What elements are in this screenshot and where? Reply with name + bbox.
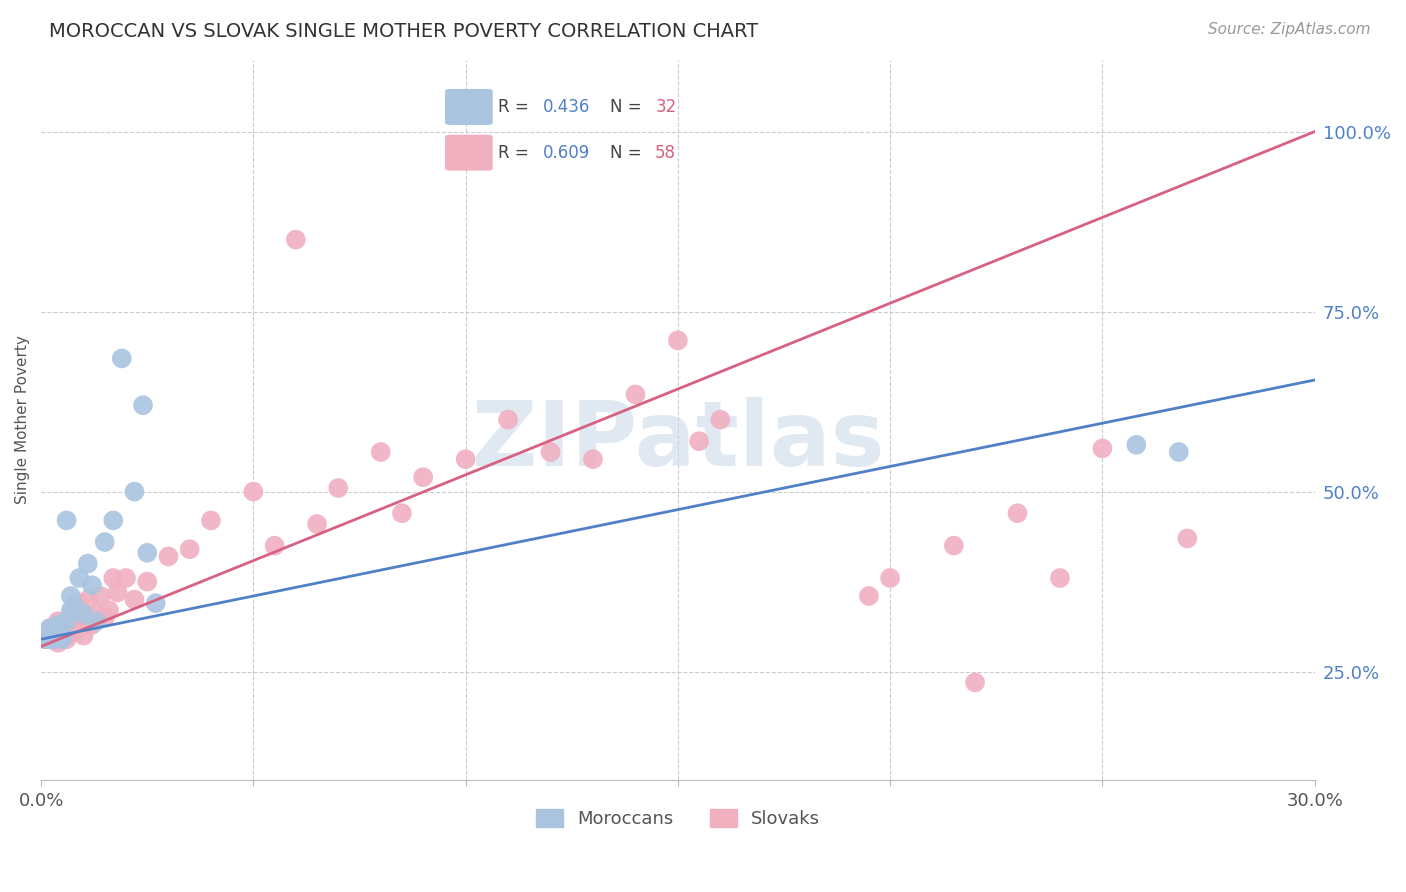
Point [80,617,103,632]
Point [46,629,69,643]
Point [124,484,146,499]
Point [76,557,98,571]
Point [46,625,69,640]
Point [38,632,60,647]
Point [98,603,121,617]
Point [242,484,264,499]
Point [38,632,60,647]
Point [63,617,86,632]
Point [124,592,146,607]
Point [1125,438,1147,452]
Point [84,614,107,628]
Point [46,636,69,650]
Point [454,452,477,467]
Point [63,625,86,640]
Point [76,592,98,607]
Point [103,513,125,527]
Point [67,621,90,635]
Point [496,412,519,426]
Point [179,542,201,557]
Point [666,334,689,348]
Point [34,629,56,643]
Point [858,589,880,603]
Point [115,571,138,585]
Point [200,513,222,527]
Point [42,629,65,643]
Point [67,571,90,585]
Point [59,607,82,621]
Point [263,539,285,553]
Point [1175,532,1198,546]
Y-axis label: Single Mother Poverty: Single Mother Poverty [15,335,30,504]
Point [582,452,605,467]
Point [34,632,56,647]
Point [305,516,328,531]
Point [391,506,413,520]
Point [55,513,77,527]
Point [1091,442,1114,456]
Point [90,589,112,603]
Point [72,629,94,643]
Point [55,614,77,628]
Point [879,571,901,585]
Text: MOROCCAN VS SLOVAK SINGLE MOTHER POVERTY CORRELATION CHART: MOROCCAN VS SLOVAK SINGLE MOTHER POVERTY… [49,22,758,41]
Point [59,603,82,617]
Point [67,596,90,610]
Point [42,625,65,640]
Point [963,675,986,690]
Point [1007,506,1029,520]
Point [46,617,69,632]
Point [34,629,56,643]
Point [59,589,82,603]
Point [51,632,73,647]
Text: ZIPatlas: ZIPatlas [471,397,884,485]
Point [1049,571,1071,585]
Point [42,629,65,643]
Point [370,445,392,459]
Point [540,445,562,459]
Point [107,585,129,599]
Point [51,632,73,647]
Point [688,434,710,449]
Point [1167,445,1189,459]
Legend: Moroccans, Slovaks: Moroccans, Slovaks [529,802,827,836]
Point [84,607,107,621]
Point [42,632,65,647]
Point [136,546,159,560]
Point [709,412,731,426]
Point [38,621,60,635]
Point [132,398,155,412]
Point [111,351,134,366]
Point [42,632,65,647]
Point [72,607,94,621]
Point [72,607,94,621]
Point [55,632,77,647]
Point [38,621,60,635]
Point [94,535,117,549]
Point [145,596,167,610]
Point [46,614,69,628]
Point [51,629,73,643]
Point [34,632,56,647]
Point [328,481,350,495]
Point [624,387,647,401]
Point [63,599,86,614]
Point [103,571,125,585]
Point [38,629,60,643]
Point [157,549,180,564]
Point [412,470,434,484]
Point [80,578,103,592]
Point [59,625,82,640]
Point [942,539,965,553]
Text: Source: ZipAtlas.com: Source: ZipAtlas.com [1208,22,1371,37]
Point [94,610,117,624]
Point [42,621,65,635]
Point [136,574,159,589]
Point [284,233,307,247]
Point [51,629,73,643]
